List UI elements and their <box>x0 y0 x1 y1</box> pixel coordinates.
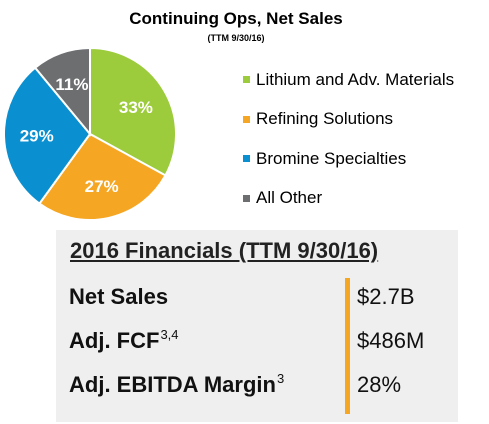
pie-slice-0 <box>89 46 177 177</box>
pie-slice-3 <box>33 46 91 137</box>
legend-swatch <box>243 155 250 163</box>
pie-slice-label-2: 29% <box>20 127 54 146</box>
chart-subtitle: (TTM 9/30/16) <box>207 33 265 43</box>
pie-slice-label-3: 11% <box>55 75 88 94</box>
row-label: Net Sales <box>69 284 169 309</box>
financials-title: 2016 Financials (TTM 9/30/16) <box>70 238 379 263</box>
row-value: 28% <box>357 372 402 397</box>
financials-row-net-sales: Net Sales $2.7B <box>56 280 458 320</box>
legend-swatch <box>243 76 250 84</box>
chart-title: Continuing Ops, Net Sales <box>129 9 343 28</box>
row-value: $486M <box>357 328 425 353</box>
footnote-ref: 3 <box>276 371 285 386</box>
row-label: Adj. EBITDA Margin3 <box>69 371 285 397</box>
pie-slice-label-0: 33% <box>119 98 153 117</box>
legend-label: All Other <box>256 188 323 208</box>
pie-chart: 33% 27% 29% 11% <box>3 46 177 220</box>
footnote-ref: 3,4 <box>160 327 179 342</box>
row-value: $2.7B <box>357 284 415 309</box>
legend-label: Lithium and Adv. Materials <box>256 69 455 89</box>
legend-item-bromine: Bromine Specialties <box>243 139 454 179</box>
accent-divider <box>345 278 350 414</box>
legend-swatch <box>243 194 250 202</box>
legend: Lithium and Adv. Materials Refining Solu… <box>243 60 454 218</box>
pie-slice-2 <box>3 66 92 205</box>
legend-label: Refining Solutions <box>256 109 394 129</box>
financials-table: 2016 Financials (TTM 9/30/16) Net Sales … <box>56 230 458 422</box>
pie-slice-label-1: 27% <box>85 177 119 196</box>
pie-slice-1 <box>38 132 167 220</box>
legend-item-refining: Refining Solutions <box>243 100 454 140</box>
financials-row-adj-fcf: Adj. FCF3,4 $486M <box>56 324 458 364</box>
legend-item-all-other: All Other <box>243 179 454 219</box>
financials-row-adj-ebitda-margin: Adj. EBITDA Margin3 28% <box>56 368 458 408</box>
legend-swatch <box>243 115 250 123</box>
legend-label: Bromine Specialties <box>256 148 407 168</box>
row-label: Adj. FCF3,4 <box>69 327 179 353</box>
legend-item-lithium: Lithium and Adv. Materials <box>243 60 454 100</box>
